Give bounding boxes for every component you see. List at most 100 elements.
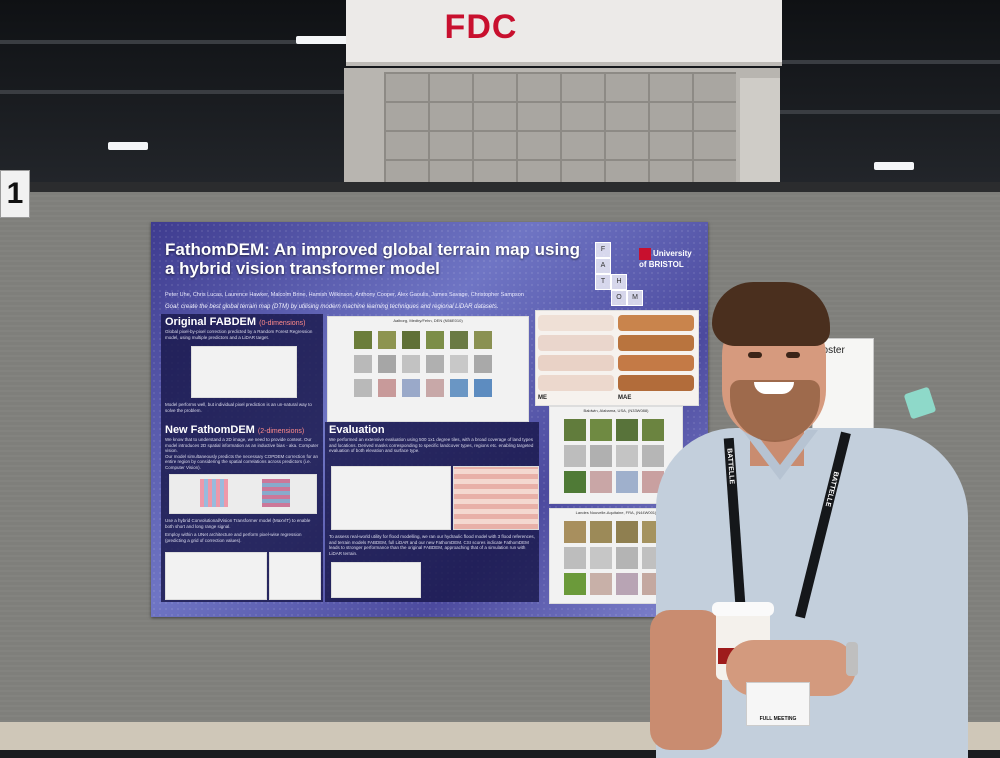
terrain-tile: [402, 355, 420, 373]
world-map: [538, 355, 614, 371]
coffee-cup-lid: [712, 602, 774, 616]
figure-caption: Landes Nouvelle-Aquitaine, FRA, (N44W001…: [575, 510, 657, 515]
world-map: [538, 375, 614, 391]
figure-world-maps: ME MAE: [535, 310, 699, 406]
ceiling-truss: [780, 60, 1000, 64]
section-heading: New FathomDEM (2-dimensions): [161, 422, 323, 437]
section-tag: (2-dimensions): [257, 428, 305, 435]
hair: [712, 282, 830, 346]
terrain-tile: [590, 573, 612, 595]
world-map: [618, 315, 694, 331]
arm: [650, 610, 722, 750]
terrain-tile: [354, 355, 372, 373]
eye: [786, 352, 800, 358]
note-line: poster: [817, 345, 845, 356]
world-map: [618, 335, 694, 351]
terrain-tile: [616, 445, 638, 467]
ceiling-light: [874, 162, 914, 170]
terrain-tile: [642, 445, 664, 467]
ceiling-light: [296, 36, 348, 44]
terrain-tile: [642, 419, 664, 441]
presenter: BATTELLE BATTELLE FULL MEETING: [650, 280, 980, 758]
section-title: New FathomDEM: [165, 424, 255, 436]
terrain-tile: [564, 445, 586, 467]
ceiling-truss: [0, 40, 346, 44]
ceiling-truss: [0, 90, 346, 94]
fathom-logo: F A T H O M: [595, 242, 643, 306]
poster-title: FathomDEM: An improved global terrain ma…: [165, 240, 580, 278]
stone-pillar: [344, 68, 780, 193]
bracelet: [846, 642, 858, 676]
terrain-tile: [450, 355, 468, 373]
world-map: [618, 355, 694, 371]
terrain-tile: [590, 521, 612, 543]
terrain-tile: [450, 379, 468, 397]
terrain-tile: [616, 419, 638, 441]
terrain-tile: [474, 331, 492, 349]
terrain-tile: [354, 331, 372, 349]
figure-caption: Baldwin, Alabama, USA, (N33W088): [583, 408, 649, 413]
terrain-tile: [474, 379, 492, 397]
terrain-tile: [616, 521, 638, 543]
figure-caption: Aalborg, Medby/Fehn, DEN (N56E010): [393, 318, 463, 323]
fdc-sign: FDC: [346, 0, 782, 66]
section-title: Evaluation: [329, 424, 385, 436]
terrain-tile: [590, 445, 612, 467]
section-body: To assess real-world utility for flood m…: [329, 534, 535, 556]
world-map: [618, 375, 694, 391]
grid-block: [262, 479, 290, 507]
terrain-tile: [402, 379, 420, 397]
terrain-tile: [378, 355, 396, 373]
terrain-tile: [590, 547, 612, 569]
smile: [754, 382, 794, 394]
figure-architecture: [165, 552, 267, 600]
badge-text: FULL MEETING: [759, 716, 797, 722]
section-body: Global pixel-by-pixel correction predict…: [165, 329, 313, 340]
fathom-letter: M: [627, 290, 643, 306]
booth-number: 1: [0, 170, 30, 218]
grid-block: [200, 479, 228, 507]
section-body: We know that to understand a 2D image, w…: [165, 437, 319, 453]
terrain-tile: [564, 521, 586, 543]
figure-aalborg: Aalborg, Medby/Fehn, DEN (N56E010): [327, 316, 529, 422]
section-footer: Model performs well, but individual pixe…: [165, 402, 312, 413]
bristol-logo: University of BRISTOL: [639, 248, 699, 269]
fathom-letter: O: [611, 290, 627, 306]
fathom-letter: T: [595, 274, 611, 290]
bristol-logo-text: University of BRISTOL: [639, 249, 692, 269]
terrain-tile: [616, 547, 638, 569]
pillar-side: [740, 78, 780, 193]
terrain-tile: [564, 471, 586, 493]
lanyard-text: BATTELLE: [725, 447, 735, 485]
terrain-tile: [450, 331, 468, 349]
name-badge: FULL MEETING: [746, 682, 810, 726]
ceiling-truss: [780, 110, 1000, 114]
world-map: [538, 315, 614, 331]
figure-grid-diagram: [169, 474, 317, 514]
terrain-tile: [590, 471, 612, 493]
terrain-tile: [426, 331, 444, 349]
terrain-tile: [378, 331, 396, 349]
fathom-letter: A: [595, 258, 611, 274]
terrain-tile: [590, 419, 612, 441]
research-poster: FathomDEM: An improved global terrain ma…: [151, 222, 708, 617]
section-body: Use a hybrid Convolutional/Vision Transf…: [165, 518, 311, 529]
section-new-fathomdem: New FathomDEM (2-dimensions) We know tha…: [161, 422, 323, 602]
terrain-tile: [474, 355, 492, 373]
terrain-tile: [616, 573, 638, 595]
poster-authors: Peter Uhe, Chris Lucas, Laurence Hawker,…: [165, 292, 524, 298]
fathom-letter: H: [611, 274, 627, 290]
terrain-tile: [354, 379, 372, 397]
figure-heatmap-table: [453, 466, 539, 530]
map-label: MAE: [618, 395, 632, 401]
figure-table: [269, 552, 321, 600]
terrain-tile: [564, 547, 586, 569]
terrain-tile: [564, 419, 586, 441]
poster-goal: Goal: create the best global terrain map…: [165, 304, 499, 310]
world-map: [538, 335, 614, 351]
section-body: We performed an extensive evaluation usi…: [329, 437, 534, 453]
section-tag: (0-dimensions): [259, 320, 306, 327]
figure-results-table: [331, 562, 421, 598]
ceiling-light: [108, 142, 148, 150]
map-label: ME: [538, 395, 547, 401]
